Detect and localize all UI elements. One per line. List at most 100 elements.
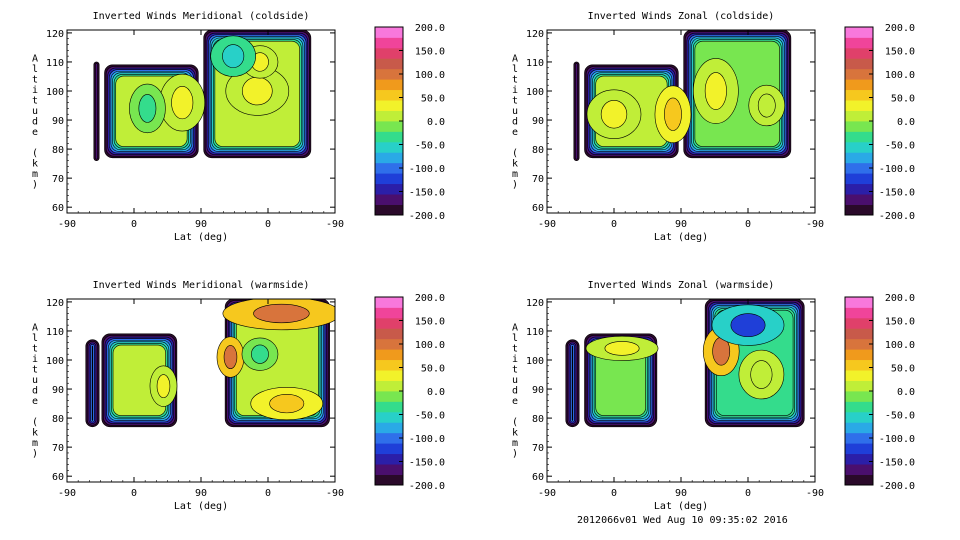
x-tick-label: -90 [326,488,344,499]
contour-blob [269,393,305,414]
colorbar-swatch [375,194,403,205]
x-tick-label: 90 [675,219,687,230]
colorbar-swatch [845,204,873,216]
x-tick-label: -90 [806,219,824,230]
y-axis-label-char: t [32,343,38,354]
contour-blob [156,374,171,399]
colorbar-swatch [845,443,873,455]
y-axis-label-char: e [512,127,518,138]
y-axis-label-char: t [32,95,38,106]
colorbar-tick-label: -200.0 [879,481,915,492]
colorbar-swatch [375,27,403,38]
colorbar-swatch [375,432,403,444]
y-tick-label: 80 [532,414,544,425]
y-tick-label: 60 [532,472,544,483]
colorbar-tick-label: 50.0 [421,364,445,375]
colorbar-swatch [845,58,873,70]
colorbar-swatch [845,328,873,340]
y-tick-label: 100 [46,87,64,98]
colorbar: 200.0 150.0 100.0 50.0 0.0 -50.0 -100.0 -150.0 -… [844,23,915,222]
colorbar-swatch [375,453,403,465]
y-tick-label: 60 [532,203,544,214]
colorbar-swatch [845,317,873,329]
y-axis-label-char: e [32,127,38,138]
colorbar-tick-label: -100.0 [409,434,445,445]
x-tick-label: 0 [745,219,751,230]
chart-panel: Inverted Winds Zonal (coldside) 60 70 80 90 1… [512,11,915,243]
y-axis-label-char: ( [32,417,38,428]
y-axis-label-char: l [512,64,518,75]
colorbar-tick-label: -50.0 [415,141,445,152]
colorbar-tick-label: 200.0 [885,293,915,304]
y-tick-label: 80 [532,145,544,156]
y-axis-label-char: t [32,74,38,85]
chart-panel: Inverted Winds Meridional (warmside) 60 70… [32,280,445,512]
y-tick-label: 90 [532,116,544,127]
y-axis-label-char: i [32,354,38,365]
y-axis-label-char: m [32,169,38,180]
colorbar-swatch [845,359,873,371]
x-tick-label: 0 [131,219,137,230]
y-tick-label: 60 [52,203,64,214]
y-axis-label-char: u [32,375,38,386]
colorbar-swatch [375,317,403,329]
contour-blob [241,76,273,106]
x-tick-label: -90 [806,488,824,499]
colorbar-tick-label: -200.0 [409,211,445,222]
colorbar-swatch [845,79,873,91]
y-axis-label-char: ) [512,179,518,190]
colorbar-swatch [375,152,403,164]
colorbar-tick-label: -150.0 [409,458,445,469]
colorbar-swatch [845,162,873,174]
x-tick-label: -90 [538,219,556,230]
colorbar-swatch [845,370,873,381]
colorbar-swatch [845,141,873,153]
colorbar-swatch [375,328,403,340]
y-axis-label-char: t [32,364,38,375]
y-axis-label-char: d [512,116,518,127]
y-axis-label-char: l [512,333,518,344]
contour-region [91,345,94,421]
colorbar-tick-label: 0.0 [897,387,915,398]
colorbar-swatch [845,110,873,122]
colorbar-tick-label: 200.0 [415,23,445,34]
y-axis-label-char: t [512,343,518,354]
y-axis-label-char: k [32,158,38,169]
colorbar-swatch [845,68,873,80]
y-axis-label-char: ) [32,448,38,459]
colorbar-swatch [845,131,873,143]
colorbar-tick-label: 150.0 [415,47,445,58]
y-axis-label-char: t [512,74,518,85]
x-tick-label: -90 [326,219,344,230]
colorbar-swatch [845,194,873,205]
y-axis-label-char: i [512,85,518,96]
colorbar-swatch [845,380,873,392]
colorbar-swatch [375,349,403,361]
colorbar-swatch [845,100,873,111]
colorbar-tick-label: -100.0 [409,164,445,175]
colorbar-swatch [375,474,403,486]
colorbar-tick-label: -200.0 [879,211,915,222]
chart-panel: Inverted Winds Zonal (warmside) 60 70 80 90 1… [512,280,915,512]
x-axis-label: Lat (deg) [174,232,228,243]
colorbar-tick-label: -150.0 [879,458,915,469]
chart-title: Inverted Winds Meridional (coldside) [93,11,310,22]
contour-blob [757,93,776,118]
colorbar-swatch [375,443,403,455]
y-tick-label: 110 [46,58,64,69]
colorbar-swatch [845,453,873,465]
y-axis-label-char: t [512,364,518,375]
colorbar-swatch [845,349,873,361]
colorbar-swatch [845,401,873,413]
x-tick-label: 0 [611,488,617,499]
y-axis-label-char: A [32,322,38,333]
colorbar-swatch [375,307,403,319]
colorbar-swatch [845,432,873,444]
contour-blob [664,97,682,131]
y-tick-label: 70 [532,174,544,185]
y-tick-label: 80 [52,145,64,156]
y-tick-label: 70 [532,443,544,454]
contour-blob [171,86,194,120]
colorbar-swatch [375,173,403,185]
y-axis-label-char: d [512,385,518,396]
